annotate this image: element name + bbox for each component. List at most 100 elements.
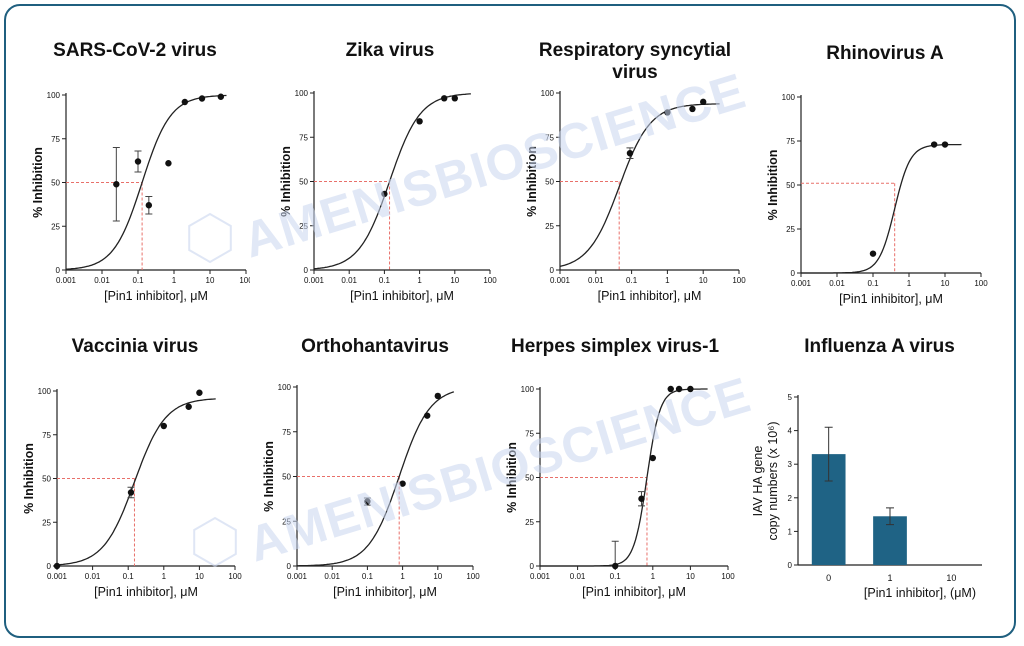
y-tick-label: 25 xyxy=(299,222,308,231)
data-point xyxy=(196,389,203,396)
fit-curve xyxy=(65,94,227,270)
chart-title: Herpes simplex virus-1 xyxy=(495,336,735,358)
data-point xyxy=(217,93,225,100)
chart-title-line: Vaccinia virus xyxy=(71,336,199,357)
data-point xyxy=(675,385,683,393)
y-tick-label: 50 xyxy=(545,178,554,187)
chart-title-line: Orthohantavirus xyxy=(301,336,449,357)
x-tick-label: 0.01 xyxy=(829,279,845,288)
y-axis-label: % Inhibition xyxy=(31,147,45,218)
y-axis-label: % Inhibition xyxy=(22,443,36,514)
x-tick-label: 1 xyxy=(907,279,912,288)
panel-flu: Influenza A virus 0 1 2 3 4 5 0 1 10 [Pin1 inhibit… xyxy=(752,332,1007,617)
y-tick-label: 25 xyxy=(786,225,795,234)
data-point xyxy=(930,141,938,148)
x-tick-label: 0.001 xyxy=(287,572,308,581)
x-tick-label: 0.1 xyxy=(362,572,374,581)
data-point xyxy=(424,412,431,419)
x-tick-label: 100 xyxy=(483,276,497,285)
x-tick-label: 0 xyxy=(826,573,831,583)
x-axis-label: [Pin1 inhibitor], μM xyxy=(598,289,702,303)
data-point xyxy=(664,109,671,116)
x-tick-label: 100 xyxy=(239,276,250,285)
fit-curve xyxy=(559,103,720,268)
x-tick-label: 0.001 xyxy=(791,279,812,288)
data-point xyxy=(649,454,656,462)
y-tick-label: 25 xyxy=(42,518,51,527)
chart-svg: 0 25 50 75 100 0.001 0.01 0.1 1 10 100 [Pin1 inhibi… xyxy=(766,93,988,306)
y-tick-label: 0 xyxy=(788,561,793,570)
y-tick-label: 100 xyxy=(38,387,52,396)
chart-svg: 0 25 50 75 100 0.001 0.01 0.1 1 10 100 [Pin1 inhibi… xyxy=(31,91,250,303)
x-axis-label: [Pin1 inhibitor], μM xyxy=(350,289,454,303)
chart-title-line: virus xyxy=(612,62,658,83)
data-point xyxy=(416,118,423,125)
x-tick-label: 1 xyxy=(400,572,405,581)
chart-title-line: Zika virus xyxy=(345,40,435,61)
data-point xyxy=(53,562,61,570)
y-axis-label: % Inhibition xyxy=(505,442,519,513)
x-tick-label: 0.001 xyxy=(530,572,551,581)
chart-svg: 0 25 50 75 100 0.001 0.01 0.1 1 10 100 [Pin1 inhibi… xyxy=(525,89,746,303)
figure-frame xyxy=(4,4,1016,638)
y-tick-label: 75 xyxy=(545,133,554,142)
data-point xyxy=(638,495,645,502)
y-tick-label: 100 xyxy=(541,89,555,98)
y-tick-label: 50 xyxy=(51,179,60,188)
panel-ortho: Orthohantavirus 0 25 50 75 100 0.001 0.01 0.1 1 10… xyxy=(255,332,495,617)
chart-title: Respiratory syncytial virus xyxy=(515,40,755,84)
panel-rhino: Rhinovirus A 0 25 50 75 100 0.001 0.01 0.1 1 10 100… xyxy=(765,40,1005,315)
x-tick-label: 10 xyxy=(450,276,459,285)
error-bar xyxy=(611,540,619,567)
data-point xyxy=(869,250,877,257)
chart-title-line: Herpes simplex virus-1 xyxy=(510,336,720,357)
y-tick-label: 0 xyxy=(550,266,555,275)
data-point xyxy=(145,202,153,209)
y-tick-label: 0 xyxy=(530,562,535,571)
x-tick-label: 0.01 xyxy=(341,276,357,285)
fit-curve xyxy=(801,143,962,274)
data-point xyxy=(185,403,192,410)
y-tick-label: 50 xyxy=(525,474,534,483)
chart-title: Vaccinia virus xyxy=(15,336,255,358)
x-tick-label: 0.1 xyxy=(379,276,391,285)
fit-curve xyxy=(313,93,471,270)
x-axis-label: [Pin1 inhibitor], μM xyxy=(104,289,208,303)
data-point xyxy=(687,385,694,393)
chart-title: Orthohantavirus xyxy=(255,336,495,358)
data-point xyxy=(127,489,135,496)
chart-svg: 0 25 50 75 100 0.001 0.01 0.1 1 10 100 [Pin1 inhibi… xyxy=(279,89,497,303)
y-tick-label: 100 xyxy=(278,383,292,392)
chart-title-line: SARS-CoV-2 virus xyxy=(53,40,217,61)
x-tick-label: 0.001 xyxy=(304,276,325,285)
y-tick-label: 50 xyxy=(299,178,308,187)
x-tick-label: 1 xyxy=(651,572,656,581)
y-tick-label: 75 xyxy=(525,429,534,438)
x-tick-label: 100 xyxy=(466,572,480,581)
x-axis-label: [Pin1 inhibitor], μM xyxy=(94,585,198,599)
fit-curve xyxy=(297,391,455,567)
data-point xyxy=(113,181,120,188)
x-tick-label: 100 xyxy=(974,279,988,288)
y-tick-label: 75 xyxy=(282,428,291,437)
y-tick-label: 75 xyxy=(51,135,60,144)
x-tick-label: 10 xyxy=(195,572,204,581)
x-tick-label: 0.01 xyxy=(94,276,110,285)
error-bar xyxy=(886,507,894,526)
data-point xyxy=(399,480,406,487)
chart-svg: 0 25 50 75 100 0.001 0.01 0.1 1 10 100 [Pin1 inhibi… xyxy=(262,383,480,599)
y-tick-label: 100 xyxy=(295,89,309,98)
x-tick-label: 0.1 xyxy=(123,572,135,581)
chart-svg: 0 25 50 75 100 0.001 0.01 0.1 1 10 100 [Pin1 inhibi… xyxy=(22,387,242,599)
x-tick-label: 0.1 xyxy=(626,276,638,285)
data-point xyxy=(364,498,371,505)
x-tick-label: 1 xyxy=(417,276,422,285)
x-axis-label: [Pin1 inhibitor], μM xyxy=(839,292,943,306)
y-tick-label: 50 xyxy=(786,181,795,190)
x-tick-label: 1 xyxy=(887,573,892,583)
x-tick-label: 1 xyxy=(172,276,177,285)
panel-hsv: Herpes simplex virus-1 0 25 50 75 100 0.001 0.0… xyxy=(495,332,735,617)
data-point xyxy=(165,160,172,167)
x-tick-label: 10 xyxy=(686,572,695,581)
fit-curve xyxy=(56,398,216,566)
